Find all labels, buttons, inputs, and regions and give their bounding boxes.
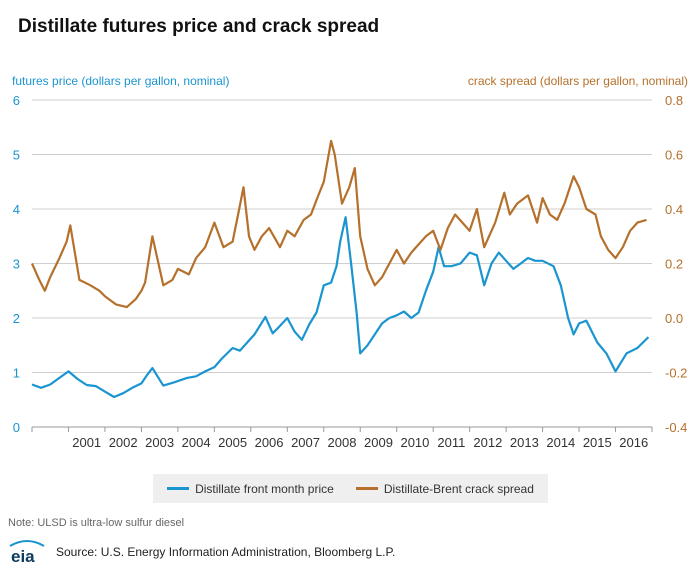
legend-label-price: Distillate front month price (195, 481, 334, 496)
y-tick-label: 3 (13, 257, 20, 272)
y2-tick-label: -0.2 (665, 366, 687, 381)
left-axis-title: futures price (dollars per gallon, nomin… (12, 74, 230, 88)
x-tick-label: 2008 (328, 435, 357, 450)
legend-item-spread: Distillate-Brent crack spread (355, 481, 534, 496)
y-tick-label: 4 (13, 202, 20, 217)
x-tick-label: 2011 (437, 435, 465, 450)
x-tick-label: 2004 (182, 435, 211, 450)
eia-logo-icon: eia (9, 540, 45, 566)
x-tick-label: 2003 (145, 435, 174, 450)
y2-tick-label: 0.8 (665, 93, 683, 108)
x-tick-label: 2009 (364, 435, 393, 450)
source-text: Source: U.S. Energy Information Administ… (56, 545, 396, 559)
spread-series-line (30, 139, 647, 309)
legend: Distillate front month price Distillate-… (153, 474, 548, 503)
x-tick-label: 2001 (72, 435, 101, 450)
source-row: eia Source: U.S. Energy Information Admi… (8, 538, 395, 566)
y2-tick-label: -0.4 (665, 420, 687, 435)
x-tick-label: 2016 (619, 435, 648, 450)
y2-tick-label: 0.0 (665, 311, 683, 326)
eia-logo-text: eia (11, 547, 35, 566)
chart-plot: 0 -0.4 1 -0.2 2 0.0 3 0.2 4 0.4 5 0.6 6 0.8 2001 2002 20… (13, 93, 688, 450)
legend-item-price: Distillate front month price (167, 482, 334, 496)
x-tick-label: 2013 (510, 435, 539, 450)
y-tick-label: 1 (13, 366, 20, 381)
y-tick-label: 5 (13, 148, 20, 163)
price-series-line (31, 216, 650, 399)
x-tick-label: 2007 (291, 435, 320, 450)
chart-title: Distillate futures price and crack sprea… (18, 16, 380, 37)
x-tick-label: 2012 (473, 435, 502, 450)
footnote: Note: ULSD is ultra-low sulfur diesel (8, 517, 185, 529)
y-tick-label: 6 (13, 93, 20, 108)
y-tick-label: 0 (13, 420, 20, 435)
x-tick-label: 2015 (583, 435, 612, 450)
y-tick-label: 2 (13, 311, 20, 326)
right-axis-title: crack spread (dollars per gallon, nomina… (467, 74, 688, 88)
x-tick-label: 2006 (255, 435, 284, 450)
legend-label-spread: Distillate-Brent crack spread (383, 481, 534, 496)
x-tick-label: 2005 (218, 435, 247, 450)
x-tick-label: 2014 (546, 435, 575, 450)
y2-tick-label: 0.6 (665, 148, 683, 163)
y2-tick-label: 0.4 (665, 202, 683, 217)
x-tick-label: 2010 (400, 435, 429, 450)
legend-swatch-spread (355, 487, 378, 490)
x-tick-label: 2002 (109, 435, 138, 450)
y2-tick-label: 0.2 (665, 257, 683, 272)
legend-swatch-price (167, 487, 190, 490)
